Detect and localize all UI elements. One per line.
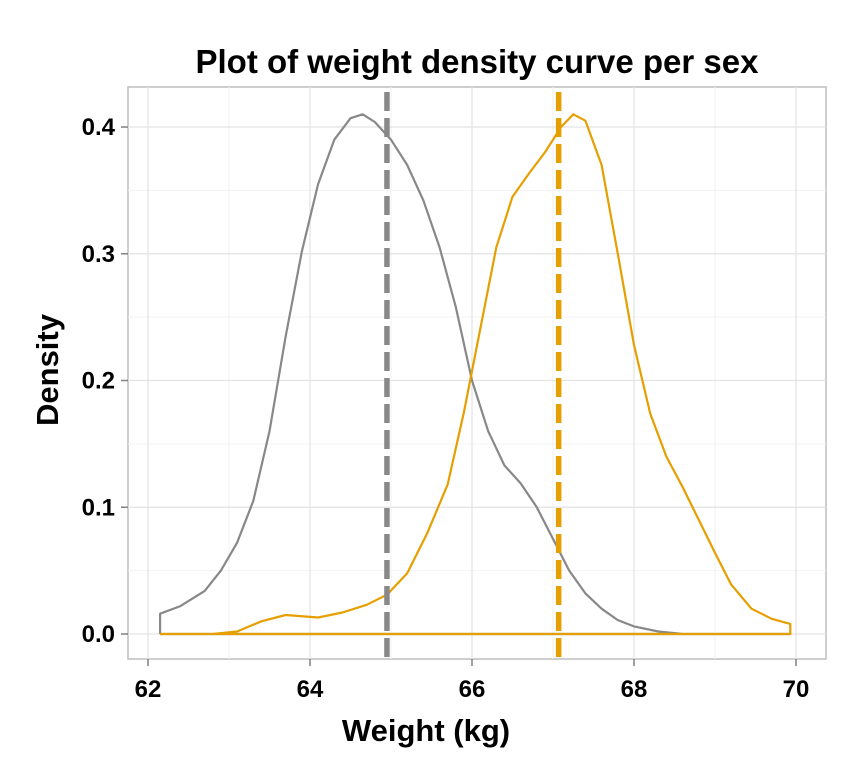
x-tick-label: 66 xyxy=(459,676,486,703)
y-axis-title: Density xyxy=(30,313,65,426)
density-series xyxy=(159,113,792,636)
y-tick-label: 0.4 xyxy=(82,114,116,141)
density-curve-m xyxy=(160,113,792,636)
x-axis-title: Weight (kg) xyxy=(342,713,510,748)
y-tick-labels: 0.0 0.1 0.2 0.3 0.4 xyxy=(82,114,116,648)
y-tick-label: 0.1 xyxy=(82,494,115,521)
chart-title: Plot of weight density curve per sex xyxy=(196,43,760,80)
axis-ticks xyxy=(121,126,797,666)
x-tick-label: 70 xyxy=(783,676,810,703)
y-tick-label: 0.0 xyxy=(82,621,115,648)
plot-background xyxy=(127,86,827,660)
x-tick-label: 64 xyxy=(297,676,324,703)
y-tick-label: 0.2 xyxy=(82,368,115,395)
y-tick-label: 0.3 xyxy=(82,241,115,268)
mean-lines xyxy=(384,92,562,659)
x-tick-label: 62 xyxy=(135,676,162,703)
x-tick-labels: 62 64 66 68 70 xyxy=(135,676,810,703)
x-tick-label: 68 xyxy=(621,676,648,703)
density-curve-f xyxy=(159,113,792,636)
